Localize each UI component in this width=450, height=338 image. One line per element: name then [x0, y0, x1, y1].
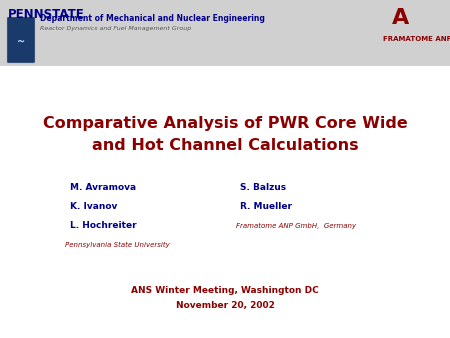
- Text: Reactor Dynamics and Fuel Management Group: Reactor Dynamics and Fuel Management Gro…: [40, 26, 191, 31]
- Text: S. Balzus: S. Balzus: [240, 183, 286, 192]
- Text: ~: ~: [17, 37, 25, 47]
- Text: ANS Winter Meeting, Washington DC: ANS Winter Meeting, Washington DC: [131, 286, 319, 295]
- Text: FRAMATOME ANP: FRAMATOME ANP: [383, 36, 450, 42]
- Text: Framatome ANP GmbH,  Germany: Framatome ANP GmbH, Germany: [236, 223, 356, 229]
- FancyBboxPatch shape: [7, 17, 35, 63]
- Text: PENNSTATE: PENNSTATE: [8, 8, 85, 21]
- Text: R. Mueller: R. Mueller: [240, 202, 292, 211]
- Text: A: A: [392, 8, 409, 28]
- Text: Comparative Analysis of PWR Core Wide: Comparative Analysis of PWR Core Wide: [43, 116, 407, 131]
- Text: M. Avramova: M. Avramova: [70, 183, 136, 192]
- Text: Department of Mechanical and Nuclear Engineering: Department of Mechanical and Nuclear Eng…: [40, 14, 265, 23]
- Text: November 20, 2002: November 20, 2002: [176, 301, 274, 310]
- Text: Pennsylvania State University: Pennsylvania State University: [65, 242, 170, 248]
- Text: K. Ivanov: K. Ivanov: [70, 202, 117, 211]
- Text: and Hot Channel Calculations: and Hot Channel Calculations: [92, 138, 358, 153]
- Bar: [0, 0, 450, 66]
- Text: L. Hochreiter: L. Hochreiter: [70, 221, 137, 230]
